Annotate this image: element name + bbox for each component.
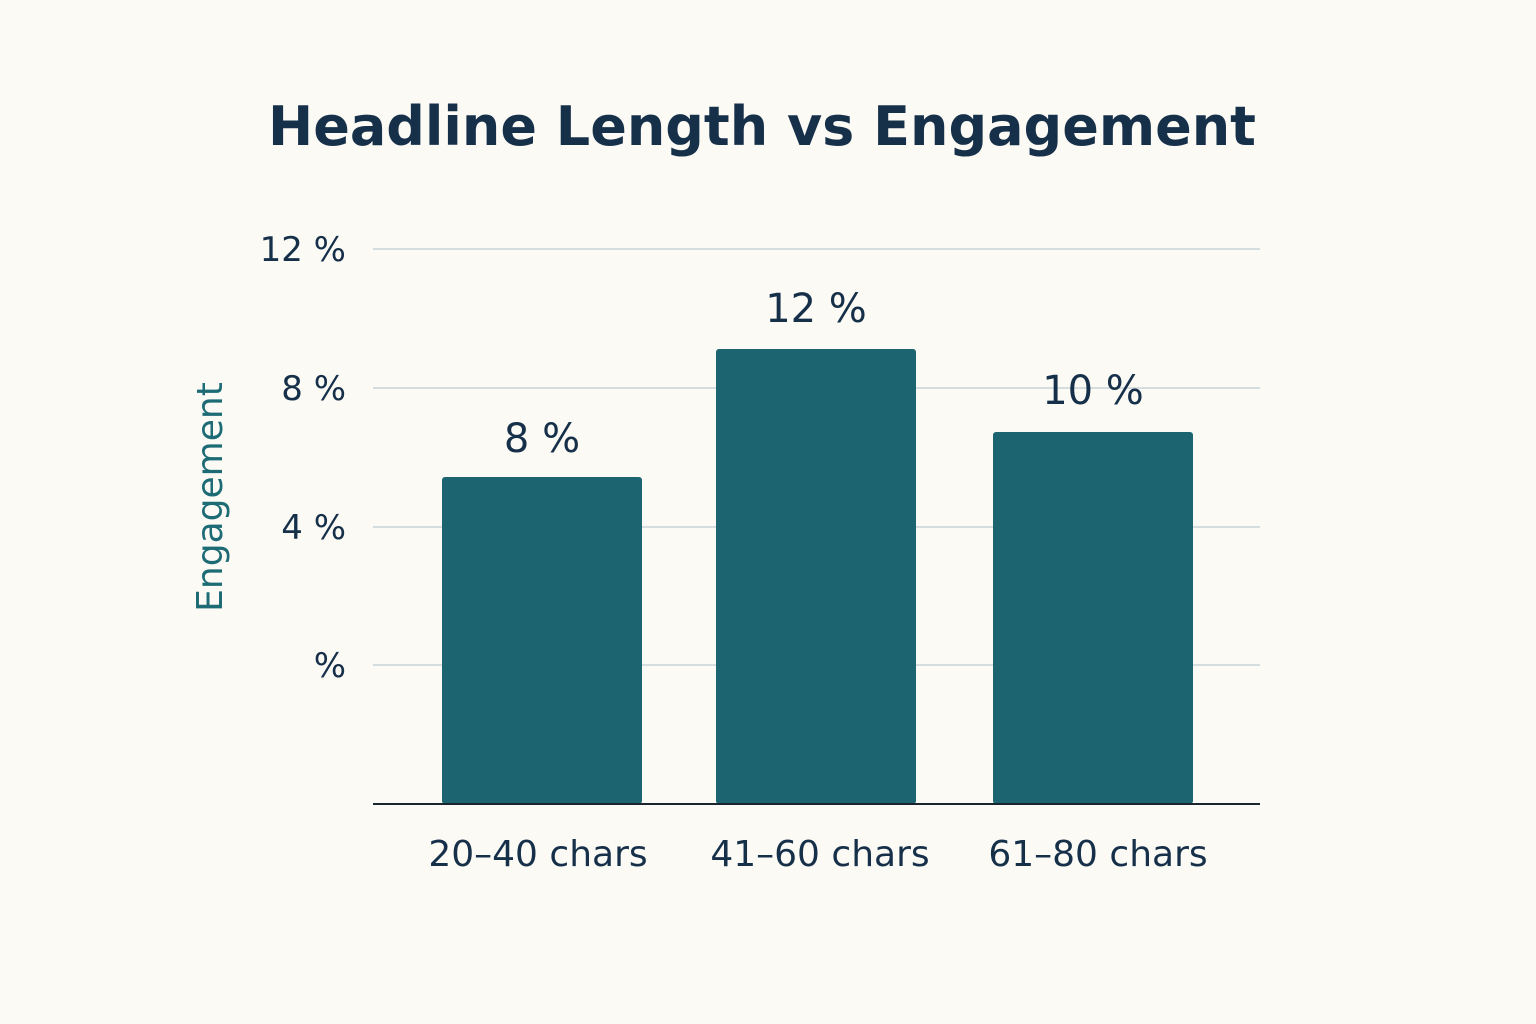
data-label: 10 % [1042,368,1144,414]
y-tick-label: % [314,646,346,686]
y-tick-label: 8 % [281,369,346,409]
bar [442,477,642,804]
data-label: 12 % [765,286,867,332]
bars [442,349,1193,804]
data-label: 8 % [504,416,580,462]
y-axis-label: Engagement [190,382,231,612]
bar [993,432,1193,804]
x-tick-label: 41–60 chars [710,834,929,875]
x-tick-label: 20–40 chars [428,834,647,875]
data-labels: 8 % 12 % 10 % [504,286,1144,462]
y-tick-label: 12 % [260,230,346,270]
y-tick-label: 4 % [281,508,346,548]
bar [716,349,916,804]
y-tick-labels: 12 % 8 % 4 %% [260,230,346,686]
chart-title: Headline Length vs Engagement [268,95,1256,158]
x-tick-labels: 20–40 chars 41–60 chars 61–80 chars [428,834,1207,875]
x-tick-label: 61–80 chars [988,834,1207,875]
